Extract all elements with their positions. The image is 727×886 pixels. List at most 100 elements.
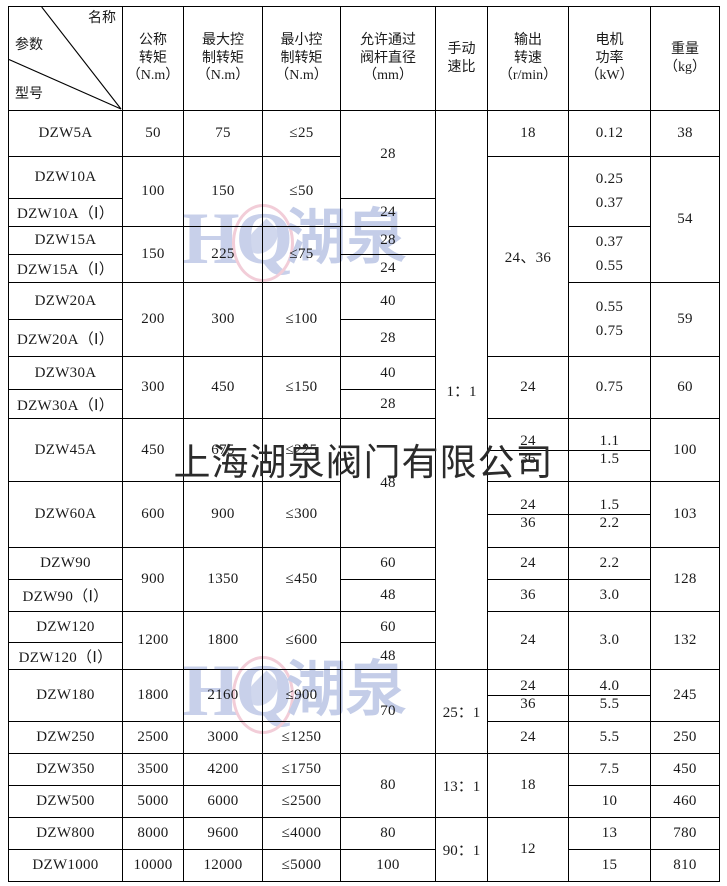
- cell-motor-power: 10: [568, 785, 651, 818]
- motor-power-value-2: 0.37: [595, 194, 624, 211]
- motor-power-value-1: 0.25: [595, 171, 624, 188]
- table-row: DZW500 5000 6000 ≤2500 10 460: [8, 785, 720, 818]
- table-row: DZW20A 200 300 ≤100 40 0.55 0.75 59: [8, 282, 720, 357]
- cell-output-speed: 24: [487, 547, 569, 580]
- cell-stem-diameter: 28: [340, 110, 436, 199]
- cell-output-speed: 24: [487, 721, 569, 754]
- cell-model: DZW90（Ⅰ）: [8, 579, 123, 612]
- cell-output-speed: 24 36: [487, 481, 569, 548]
- cell-output-speed: 24、36: [487, 156, 569, 357]
- cell-min-torque: ≤1750: [262, 753, 341, 786]
- cell-stem-diameter: 28: [340, 226, 436, 255]
- header-unit: （r/min）: [498, 68, 558, 84]
- cell-motor-power: 0.25 0.37: [568, 156, 651, 227]
- header-corner-cell: 名称 参数 型号: [8, 6, 123, 111]
- table-row: DZW20A（Ⅰ） 28: [8, 319, 720, 357]
- table-header-row: 名称 参数 型号 公称 转矩 （N.m） 最大控 制转矩 （N.m） 最小控 制…: [8, 6, 720, 111]
- cell-max-torque: 300: [183, 282, 263, 357]
- cell-min-torque: ≤5000: [262, 849, 341, 882]
- header-line-2: 制转矩: [280, 49, 323, 66]
- cell-max-torque: 2160: [183, 669, 263, 722]
- output-speed-value-2: 36: [520, 450, 536, 467]
- header-unit: （kW）: [585, 68, 634, 84]
- cell-model: DZW60A: [8, 481, 123, 548]
- cell-weight: 250: [650, 721, 720, 754]
- cell-weight: 132: [650, 611, 720, 670]
- cell-model: DZW45A: [8, 418, 123, 482]
- table-row: DZW90（Ⅰ） 48 36 3.0: [8, 579, 720, 612]
- cell-max-torque: 225: [183, 226, 263, 283]
- cell-motor-power: 4.0 5.5: [568, 669, 651, 722]
- motor-power-value-2: 2.2: [599, 515, 620, 531]
- cell-weight: 100: [650, 418, 720, 482]
- cell-motor-power: 3.0: [568, 611, 651, 670]
- output-speed-value-1: 24: [488, 678, 568, 696]
- header-line-1: 最大控: [202, 31, 244, 48]
- cell-model: DZW800: [8, 817, 123, 850]
- header-output-speed: 输出 转速 （r/min）: [487, 6, 569, 111]
- cell-min-torque: ≤100: [262, 282, 341, 357]
- cell-max-torque: 150: [183, 156, 263, 227]
- cell-stem-diameter: 48: [340, 418, 436, 548]
- header-line-1: 最小控: [280, 31, 323, 48]
- cell-min-torque: ≤75: [262, 226, 341, 283]
- table-row: DZW5A 50 75 ≤25 28 1：1 18 0.12 38: [8, 110, 720, 670]
- table-row: DZW120（Ⅰ） 48: [8, 642, 720, 670]
- header-line-1: 公称: [139, 31, 167, 48]
- cell-stem-diameter: 60: [340, 547, 436, 580]
- cell-stem-diameter: 28: [340, 389, 436, 419]
- cell-manual-ratio: 25：1: [435, 669, 488, 754]
- cell-output-speed: 18: [487, 753, 569, 818]
- cell-output-speed: 36: [487, 579, 569, 612]
- table-row: DZW15A 150 225 ≤75 28 0.37 0.55: [8, 226, 720, 283]
- cell-model: DZW20A（Ⅰ）: [8, 319, 123, 357]
- header-model-label: 型号: [15, 86, 43, 103]
- cell-stem-diameter: 40: [340, 356, 436, 390]
- cell-weight: 60: [650, 356, 720, 419]
- cell-weight: 103: [650, 481, 720, 548]
- motor-power-value-2: 1.5: [599, 450, 620, 467]
- cell-motor-power: 13: [568, 817, 651, 850]
- header-line-2: 转矩: [139, 49, 167, 66]
- cell-min-torque: ≤450: [262, 547, 341, 612]
- cell-model: DZW30A: [8, 356, 123, 390]
- cell-output-speed: 24: [487, 356, 569, 419]
- header-line-2: 制转矩: [202, 49, 244, 66]
- table-row: DZW350 3500 4200 ≤1750 80 13：1 18 7.5 45…: [8, 753, 720, 818]
- cell-motor-power: 3.0: [568, 579, 651, 612]
- cell-max-torque: 675: [183, 418, 263, 482]
- table-row: DZW120 1200 1800 ≤600 60 24 3.0 132: [8, 611, 720, 670]
- table-row: DZW1000 10000 12000 ≤5000 100 15 810: [8, 849, 720, 882]
- cell-max-torque: 1800: [183, 611, 263, 670]
- cell-motor-power: 0.37 0.55: [568, 226, 651, 283]
- cell-motor-power: 15: [568, 849, 651, 882]
- header-name-label: 名称: [88, 10, 116, 26]
- cell-stem-diameter: 70: [340, 669, 436, 754]
- cell-weight: 59: [650, 282, 720, 357]
- cell-model: DZW180: [8, 669, 123, 722]
- cell-nominal-torque: 3500: [122, 753, 184, 786]
- cell-max-torque: 9600: [183, 817, 263, 850]
- cell-motor-power: 0.75: [568, 356, 651, 419]
- cell-max-torque: 12000: [183, 849, 263, 882]
- header-unit: （N.m）: [275, 68, 328, 84]
- cell-motor-power: 1.5 2.2: [568, 481, 651, 548]
- cell-stem-diameter: 24: [340, 254, 436, 283]
- cell-nominal-torque: 100: [122, 156, 184, 227]
- cell-nominal-torque: 600: [122, 481, 184, 548]
- cell-weight: 38: [650, 110, 720, 157]
- header-line-2: 速比: [447, 58, 476, 75]
- cell-motor-power: 1.1 1.5: [568, 418, 651, 482]
- cell-stem-diameter: 28: [340, 319, 436, 357]
- motor-power-value-2: 0.75: [595, 322, 624, 339]
- motor-power-value-1: 0.37: [595, 234, 624, 251]
- cell-min-torque: ≤150: [262, 356, 341, 419]
- cell-nominal-torque: 450: [122, 418, 184, 482]
- cell-output-speed: 24 36: [487, 418, 569, 482]
- cell-motor-power: 5.5: [568, 721, 651, 754]
- motor-power-value-2: 5.5: [599, 696, 620, 712]
- cell-model: DZW350: [8, 753, 123, 786]
- motor-power-value-1: 0.55: [595, 299, 624, 316]
- table-row: DZW180 1800 2160 ≤900 70 25：1 24 36 4.0 …: [8, 669, 720, 754]
- cell-model: DZW20A: [8, 282, 123, 320]
